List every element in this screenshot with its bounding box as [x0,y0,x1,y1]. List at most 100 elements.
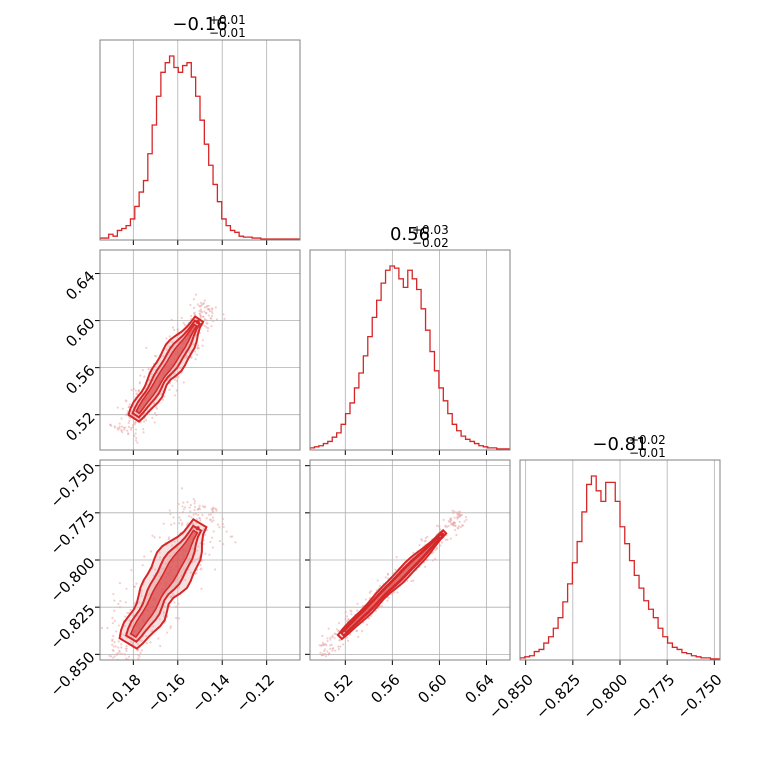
sample-point [323,648,327,651]
title-param-1: 0.56 [390,224,430,245]
sample-point [376,579,379,582]
sample-point [185,354,189,357]
sample-point [194,512,198,516]
sample-point [210,520,214,523]
sample-point [159,556,162,559]
x-tick-label: −0.12 [233,671,278,716]
sample-point [444,538,447,541]
panel-area-p1_vs_p0 [100,250,300,450]
sample-point [213,507,217,510]
sample-point [111,639,114,642]
sample-point [207,304,210,307]
histogram-step-line [310,265,510,450]
sample-point [193,560,196,563]
sample-point [324,655,328,658]
sample-point [158,536,161,539]
panel-area-p2_vs_p1 [310,460,510,660]
sample-point [181,522,184,525]
sample-point [111,648,114,652]
sample-point [158,551,161,554]
y-tick-label: −0.850 [47,648,99,700]
sample-point [183,578,187,582]
sample-point [127,425,130,429]
sample-point [391,593,394,596]
sample-point [328,652,331,655]
sample-point [133,602,136,605]
sample-point [182,501,185,504]
sample-point [460,513,463,517]
sample-point [194,293,198,296]
sample-point [126,429,129,432]
sample-point [357,635,360,638]
sample-point [209,513,213,516]
sample-point [201,559,204,562]
panel-area-p0_hist [100,40,300,240]
sample-point [170,544,174,547]
sample-point [182,381,185,384]
sample-point [111,622,114,625]
sample-point [159,644,162,648]
sample-point [350,610,353,613]
panels-layer: 0.520.560.600.64−0.850−0.825−0.800−0.775… [47,39,726,723]
sample-point [142,431,145,434]
sample-point [222,543,225,546]
sample-point [183,323,187,326]
sample-point [131,424,135,427]
sample-point [139,651,142,654]
x-tick-label: −0.16 [144,671,189,716]
sample-point [111,643,114,646]
sample-point [424,565,427,568]
sample-point [174,605,178,608]
sample-point [153,536,156,539]
sample-point [198,504,201,507]
sample-point [141,564,144,567]
sample-point [360,629,363,633]
sample-point [180,316,183,320]
sample-point [332,647,335,650]
sample-point [139,663,141,665]
sample-point [198,309,201,313]
sample-point [336,628,339,631]
sample-point [125,649,128,652]
sample-point [118,427,121,430]
sample-point [176,328,179,331]
y-tick-label: 0.64 [62,267,98,303]
sample-point [196,549,199,552]
sample-point [453,510,456,513]
title-param-1-plus: +0.03 [412,223,449,237]
sample-point [193,505,197,509]
sample-point [109,655,113,658]
panel-p1_hist [309,249,511,455]
sample-point [203,310,206,313]
sample-point [121,652,124,655]
sample-point [135,436,138,440]
sample-point [165,337,168,340]
sample-point [133,668,135,670]
sample-point [189,303,192,307]
sample-point [150,372,153,376]
sample-point [168,376,171,379]
sample-point [128,419,131,422]
sample-point [149,661,151,663]
sample-point [321,641,325,645]
sample-point [173,328,176,332]
sample-point [420,537,423,541]
sample-point [200,311,203,314]
sample-point [455,533,458,537]
sample-point [129,428,133,431]
sample-point [118,606,122,609]
y-tick-label: −0.800 [47,554,99,606]
sample-point [192,498,195,501]
sample-point [380,605,383,608]
sample-point [337,621,341,625]
sample-point [132,387,135,391]
sample-point [126,611,129,615]
sample-point [137,654,140,657]
sample-point [162,615,166,618]
sample-point [169,512,172,516]
sample-point [179,366,182,370]
sample-point [179,519,182,522]
sample-point [201,339,204,342]
sample-point [145,419,148,422]
sample-point [196,508,199,511]
